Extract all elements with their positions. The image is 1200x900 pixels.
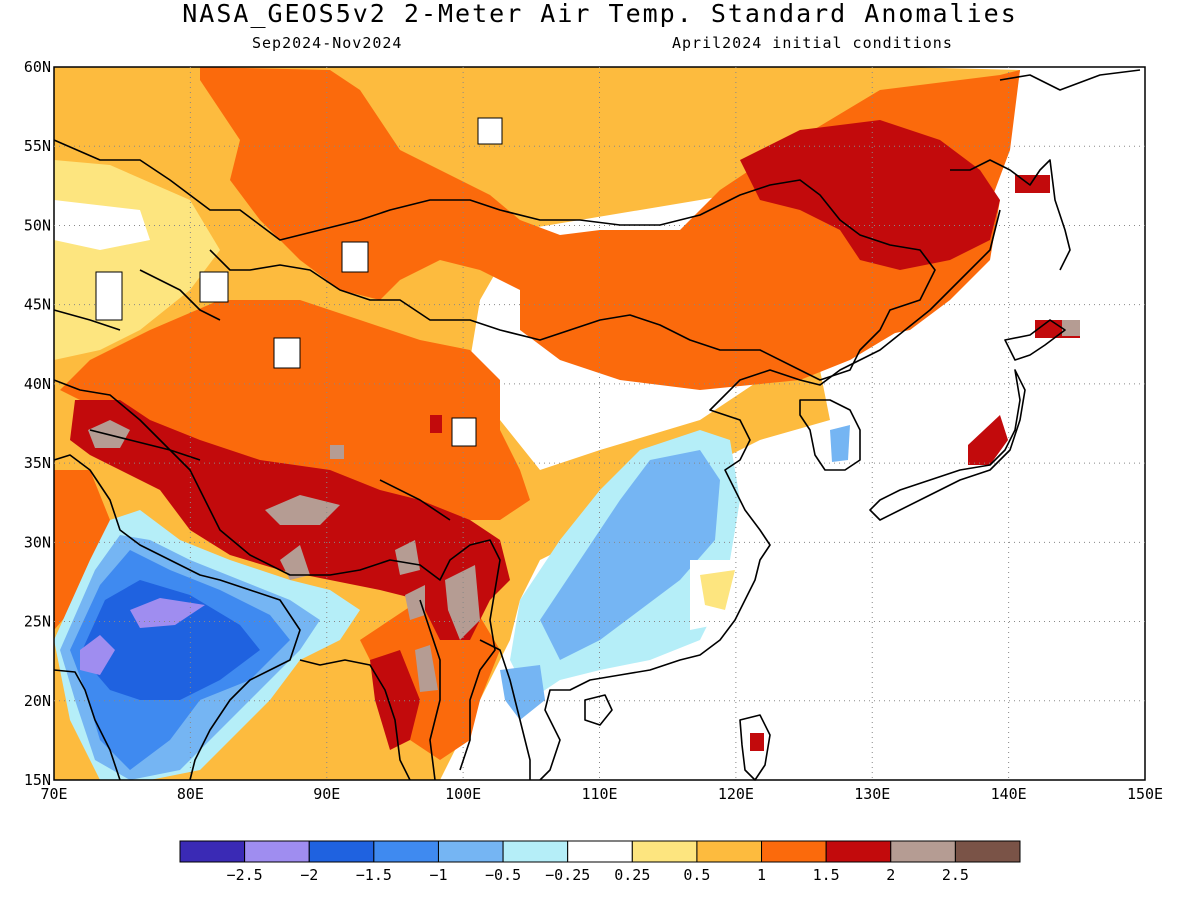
axis-tick-labels: 70E 80E 90E 100E 110E 120E 130E 140E 150E 60N 55N 5…: [24, 58, 1163, 803]
colorbar-swatch: [761, 840, 827, 863]
map-title: NASA_GEOS5v2 2-Meter Air Temp. Standard …: [182, 0, 1018, 28]
anomaly-region-brown-9: [1062, 320, 1080, 336]
anomaly-region-red-spot: [430, 415, 442, 433]
anomaly-region-red-manchuria: [740, 120, 1000, 270]
anomaly-region-light-blue-korea: [830, 425, 850, 462]
colorbar-swatch: [308, 840, 375, 863]
colorbar-swatch: [179, 840, 246, 863]
colorbar-label: 1: [757, 866, 766, 884]
lon-tick-label: 70E: [40, 785, 67, 803]
lon-tick-label: 130E: [854, 785, 890, 803]
coastlines-and-borders: [53, 69, 1141, 781]
colorbar-swatch: [890, 840, 956, 863]
lat-tick-label: 25N: [24, 613, 51, 631]
anomaly-region-light-blue-china: [540, 450, 720, 660]
lat-tick-label: 60N: [24, 58, 51, 76]
colorbar-swatch: [502, 840, 569, 863]
anomaly-region-brown-2: [265, 495, 340, 525]
lon-tick-label: 150E: [1127, 785, 1163, 803]
lon-tick-label: 100E: [445, 785, 481, 803]
colorbar-swatch: [373, 840, 439, 863]
colorbar-label: 0.25: [614, 866, 650, 884]
colorbar-label: −1: [429, 866, 447, 884]
anomaly-region-brown-6: [405, 585, 425, 620]
graticule: [54, 67, 1145, 780]
anomaly-field: [54, 67, 1145, 780]
lon-tick-label: 80E: [177, 785, 204, 803]
colorbar-label: 2.5: [942, 866, 969, 884]
colorbar: −2.5 −2 −1.5 −1 −0.5 −0.25 0.25 0.5 1 1.5 2 2.5: [179, 840, 1021, 884]
colorbar-label: −2.5: [227, 866, 263, 884]
lon-tick-label: 140E: [991, 785, 1027, 803]
anomaly-region-deep-blue-india: [80, 580, 260, 700]
anomaly-region-red-japan: [968, 415, 1008, 465]
colorbar-swatch: [825, 840, 892, 863]
lat-tick-label: 50N: [24, 216, 51, 234]
lat-tick-label: 35N: [24, 454, 51, 472]
lat-tick-label: 20N: [24, 692, 51, 710]
colorbar-label: 0.5: [683, 866, 710, 884]
anomaly-region-brown-3: [280, 545, 310, 580]
anomaly-region-yellow-china: [700, 570, 735, 610]
anomaly-region-brown-5: [445, 565, 480, 640]
masked-lake-cells: [95, 117, 503, 447]
anomaly-region-brown-8: [330, 445, 344, 459]
lon-tick-label: 90E: [313, 785, 340, 803]
colorbar-swatch: [631, 840, 698, 863]
anomaly-region-light-blue-vietnam: [500, 665, 545, 720]
anomaly-region-lavender-india-2: [80, 635, 115, 675]
lon-tick-label: 120E: [718, 785, 754, 803]
anomaly-region-brown-4: [395, 540, 420, 575]
anomaly-region-brown-7: [415, 645, 438, 692]
lat-tick-label: 45N: [24, 296, 51, 314]
anomaly-region-lavender-india-1: [130, 598, 205, 628]
colorbar-label: 1.5: [813, 866, 840, 884]
anomaly-region-orange-west: [54, 470, 110, 630]
colorbar-swatch: [954, 840, 1021, 863]
lat-tick-label: 15N: [24, 771, 51, 789]
lat-tick-label: 30N: [24, 533, 51, 551]
colorbar-label: −2: [300, 866, 318, 884]
colorbar-swatch: [567, 840, 633, 863]
lat-tick-label: 40N: [24, 375, 51, 393]
colorbar-label: −0.25: [545, 866, 590, 884]
colorbar-label: 2: [886, 866, 895, 884]
initial-conditions: April2024 initial conditions: [672, 34, 953, 52]
colorbar-label: −0.5: [485, 866, 521, 884]
colorbar-swatch: [696, 840, 763, 863]
lon-tick-label: 110E: [581, 785, 617, 803]
anomaly-region-white-nw: [54, 200, 150, 250]
colorbar-swatch: [437, 840, 504, 863]
anomaly-region-red-taiwan: [750, 733, 764, 751]
colorbar-swatch: [244, 840, 310, 863]
anomaly-region-orange-central: [60, 300, 530, 520]
lat-tick-label: 55N: [24, 137, 51, 155]
colorbar-label: −1.5: [356, 866, 392, 884]
forecast-period: Sep2024-Nov2024: [252, 34, 403, 52]
anomaly-region-red-myanmar: [370, 650, 420, 750]
